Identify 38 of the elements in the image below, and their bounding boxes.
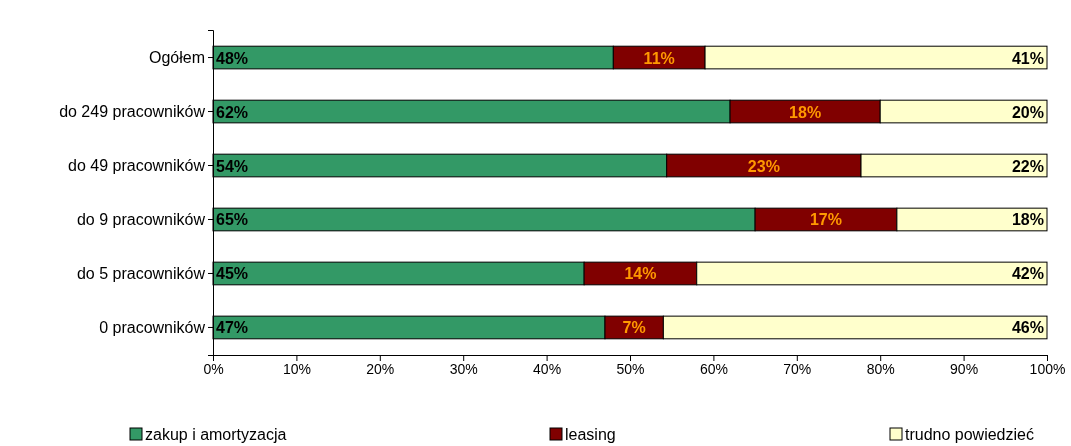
y-tick-label: 0 pracowników — [99, 318, 206, 336]
x-tick-label: 30% — [449, 360, 478, 377]
data-label: 46% — [1011, 319, 1044, 337]
x-tick-label: 100% — [1029, 360, 1066, 377]
x-tick-label: 10% — [282, 360, 311, 377]
data-label: 18% — [789, 103, 822, 121]
legend-label: trudno powiedzieć — [905, 426, 1034, 443]
data-label: 18% — [1011, 211, 1044, 229]
legend-label: leasing — [565, 426, 616, 443]
data-label: 62% — [216, 103, 249, 121]
data-label: 54% — [216, 157, 249, 175]
data-label: 14% — [624, 265, 657, 283]
x-tick-label: 90% — [950, 360, 979, 377]
x-tick-label: 70% — [783, 360, 812, 377]
x-tick-label: 80% — [866, 360, 895, 377]
y-tick-label: do 9 pracowników — [76, 210, 206, 228]
x-tick-label: 40% — [533, 360, 562, 377]
data-label: 22% — [1011, 157, 1044, 175]
y-tick-label: do 49 pracowników — [68, 156, 206, 174]
y-tick-label: Ogółem — [148, 48, 205, 66]
legend-label: zakup i amortyzacja — [145, 426, 287, 443]
y-tick-label: do 5 pracowników — [76, 264, 206, 282]
data-label: 42% — [1011, 265, 1044, 283]
data-label: 23% — [747, 157, 780, 175]
data-label: 65% — [216, 211, 249, 229]
data-label: 7% — [622, 319, 646, 337]
x-tick-label: 20% — [366, 360, 395, 377]
x-tick-label: 60% — [699, 360, 728, 377]
data-label: 41% — [1011, 49, 1044, 67]
data-label: 45% — [216, 265, 249, 283]
data-label: 11% — [643, 49, 675, 67]
x-tick-label: 50% — [616, 360, 645, 377]
data-label: 47% — [216, 319, 249, 337]
y-tick-label: do 249 pracowników — [59, 102, 206, 120]
data-label: 17% — [809, 211, 843, 229]
data-label: 20% — [1011, 103, 1044, 121]
data-label: 48% — [216, 49, 249, 67]
x-tick-label: 0% — [203, 360, 224, 377]
